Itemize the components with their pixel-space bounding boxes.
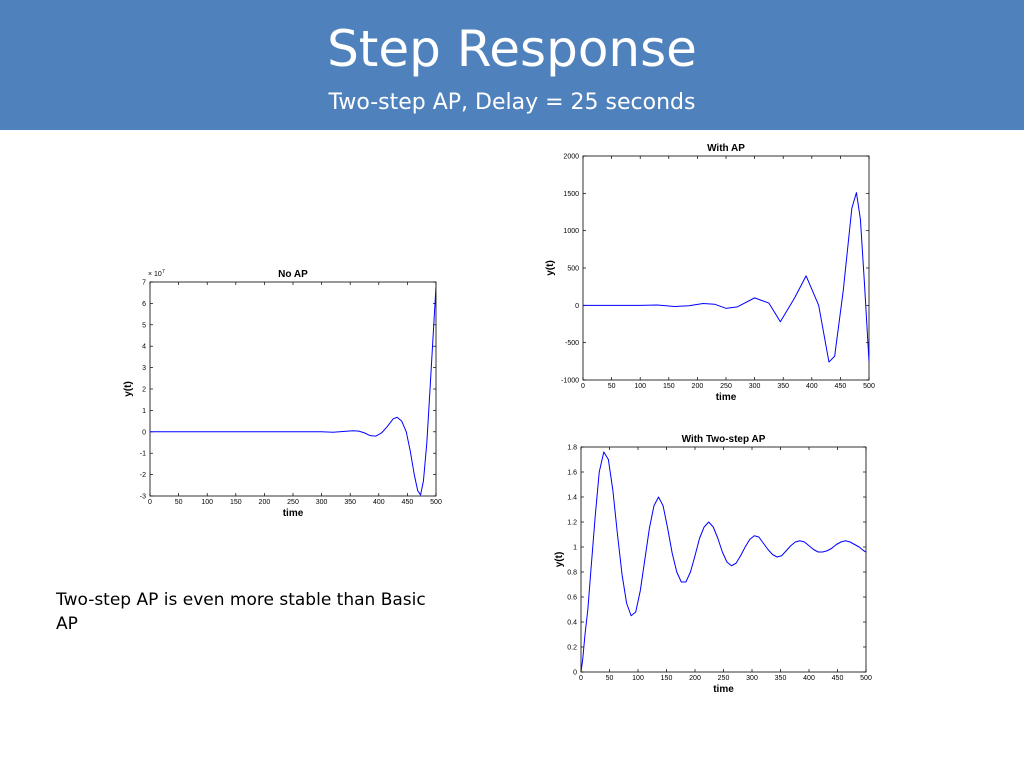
slide-title: Step Response — [327, 20, 697, 78]
y-tick-label: 1.6 — [567, 470, 577, 477]
x-tick-label: 150 — [661, 675, 673, 682]
y-tick-label: 0 — [573, 670, 577, 677]
y-tick-label: 4 — [142, 344, 146, 351]
x-tick-label: 450 — [835, 383, 847, 390]
x-tick-label: 250 — [720, 383, 732, 390]
chart-svg-with-two-step-ap: 0 50 100 150 200 250 300 350 400 450 500 0 0.2 0.4 0.6… — [554, 434, 872, 695]
series-line-with-two-step-ap — [581, 451, 866, 672]
y-tick-label: 3 — [142, 365, 146, 372]
x-tick-label: 500 — [860, 675, 872, 682]
y-tick-label: 0.2 — [567, 645, 577, 652]
y-tick-label: 2 — [142, 387, 146, 394]
x-axis-label: time — [716, 392, 737, 403]
x-tick-label: 200 — [689, 675, 701, 682]
chart-title: No AP — [278, 269, 308, 280]
y-axis-label: y(t) — [545, 260, 556, 276]
y-tick-label: 0 — [575, 303, 579, 310]
x-tick-label: 300 — [749, 383, 761, 390]
x-tick-label: 500 — [430, 499, 442, 506]
y-tick-label: 5 — [142, 322, 146, 329]
y-tick-label: 2000 — [563, 154, 579, 161]
x-tick-label: 250 — [287, 499, 299, 506]
y-tick-label: -1 — [140, 451, 146, 458]
title-banner — [0, 0, 1024, 130]
x-tick-label: 150 — [663, 383, 675, 390]
y-tick-label: -3 — [140, 494, 146, 501]
y-axis-multiplier: × 10 — [148, 271, 162, 278]
x-tick-label: 350 — [775, 675, 787, 682]
y-axis-label: y(t) — [554, 552, 565, 568]
y-axis-label: y(t) — [123, 381, 134, 397]
x-tick-label: 200 — [259, 499, 271, 506]
y-tick-label: 500 — [567, 266, 579, 273]
plot-frame — [582, 155, 870, 381]
y-tick-label: 7 — [142, 280, 146, 287]
chart-title: With AP — [707, 143, 745, 154]
chart-svg-with-ap: 0 50 100 150 200 250 300 350 400 450 500 -1000 -500 0… — [545, 143, 875, 403]
x-tick-label: 400 — [806, 383, 818, 390]
chart-with-two-step-ap: 0 50 100 150 200 250 300 350 400 450 500 0 0.2 0.4 0.6… — [548, 430, 878, 702]
x-tick-label: 0 — [579, 675, 583, 682]
x-axis-label: time — [283, 508, 304, 519]
chart-svg-no-ap: 0 50 100 150 200 250 300 350 400 450 500 -3 -2 -1 0 1 2 3… — [123, 269, 442, 519]
y-tick-label: 0.8 — [567, 570, 577, 577]
y-tick-label: 1.8 — [567, 445, 577, 452]
x-tick-label: 100 — [634, 383, 646, 390]
series-line-with-ap — [583, 192, 869, 363]
chart-no-ap: 0 50 100 150 200 250 300 350 400 450 500 -3 -2 -1 0 1 2 3… — [118, 262, 450, 534]
y-tick-label: -2 — [140, 472, 146, 479]
chart-title: With Two-step AP — [682, 434, 766, 445]
x-tick-label: 50 — [175, 499, 183, 506]
y-tick-label: -500 — [565, 340, 579, 347]
x-tick-label: 50 — [608, 383, 616, 390]
x-tick-label: 50 — [606, 675, 614, 682]
x-tick-label: 100 — [201, 499, 213, 506]
plot-frame — [149, 281, 437, 497]
x-tick-label: 0 — [581, 383, 585, 390]
x-tick-label: 450 — [832, 675, 844, 682]
y-axis-multiplier-exponent: 7 — [162, 269, 165, 275]
x-tick-label: 450 — [402, 499, 414, 506]
x-tick-label: 150 — [230, 499, 242, 506]
y-tick-label: 1 — [573, 545, 577, 552]
slide-subtitle: Two-step AP, Delay = 25 seconds — [328, 90, 696, 115]
y-tick-label: -1000 — [561, 378, 579, 385]
y-tick-label: 0.4 — [567, 620, 577, 627]
y-tick-label: 0 — [142, 429, 146, 436]
y-tick-label: 1 — [142, 408, 146, 415]
y-tick-label: 1500 — [563, 191, 579, 198]
x-tick-label: 400 — [803, 675, 815, 682]
series-line-no-ap — [150, 286, 436, 496]
x-tick-label: 350 — [777, 383, 789, 390]
y-tick-label: 1000 — [563, 228, 579, 235]
y-tick-label: 6 — [142, 301, 146, 308]
x-axis-label: time — [713, 684, 734, 695]
x-tick-label: 100 — [632, 675, 644, 682]
x-tick-label: 350 — [344, 499, 356, 506]
plot-frame — [580, 446, 867, 673]
body-text: Two-step AP is even more stable than Bas… — [56, 590, 426, 634]
x-tick-label: 250 — [718, 675, 730, 682]
x-tick-label: 300 — [746, 675, 758, 682]
y-tick-label: 0.6 — [567, 595, 577, 602]
x-tick-label: 500 — [863, 383, 875, 390]
y-tick-label: 1.4 — [567, 495, 577, 502]
chart-with-ap: 0 50 100 150 200 250 300 350 400 450 500 -1000 -500 0… — [540, 138, 880, 410]
x-tick-label: 300 — [316, 499, 328, 506]
x-tick-label: 200 — [692, 383, 704, 390]
x-tick-label: 0 — [148, 499, 152, 506]
x-tick-label: 400 — [373, 499, 385, 506]
y-tick-label: 1.2 — [567, 520, 577, 527]
